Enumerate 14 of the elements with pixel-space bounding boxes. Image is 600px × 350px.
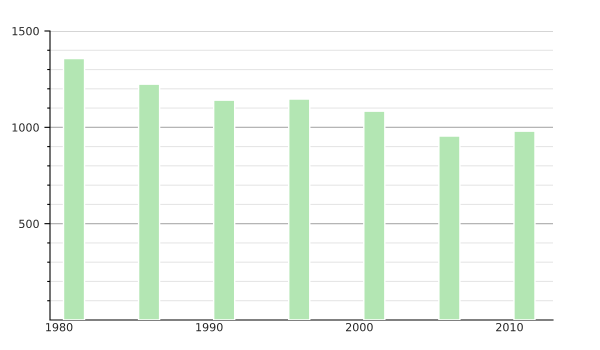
bar	[62, 58, 86, 320]
bar	[513, 130, 536, 320]
x-tick-label: 1990	[196, 322, 223, 332]
y-tick-label: 1500	[12, 26, 39, 36]
x-tick-label: 1980	[46, 322, 72, 332]
x-tick-label: 2010	[496, 322, 523, 332]
bar	[288, 98, 310, 320]
x-tick-label: 2000	[346, 322, 373, 332]
bar	[363, 110, 386, 320]
y-tick-label: 500	[19, 220, 39, 228]
bar	[138, 83, 160, 320]
y-tick-label: 1000	[12, 123, 39, 132]
bar	[438, 135, 461, 320]
bar	[212, 99, 236, 320]
